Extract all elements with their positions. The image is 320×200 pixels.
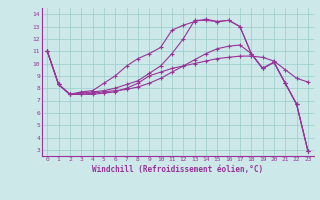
X-axis label: Windchill (Refroidissement éolien,°C): Windchill (Refroidissement éolien,°C) (92, 165, 263, 174)
